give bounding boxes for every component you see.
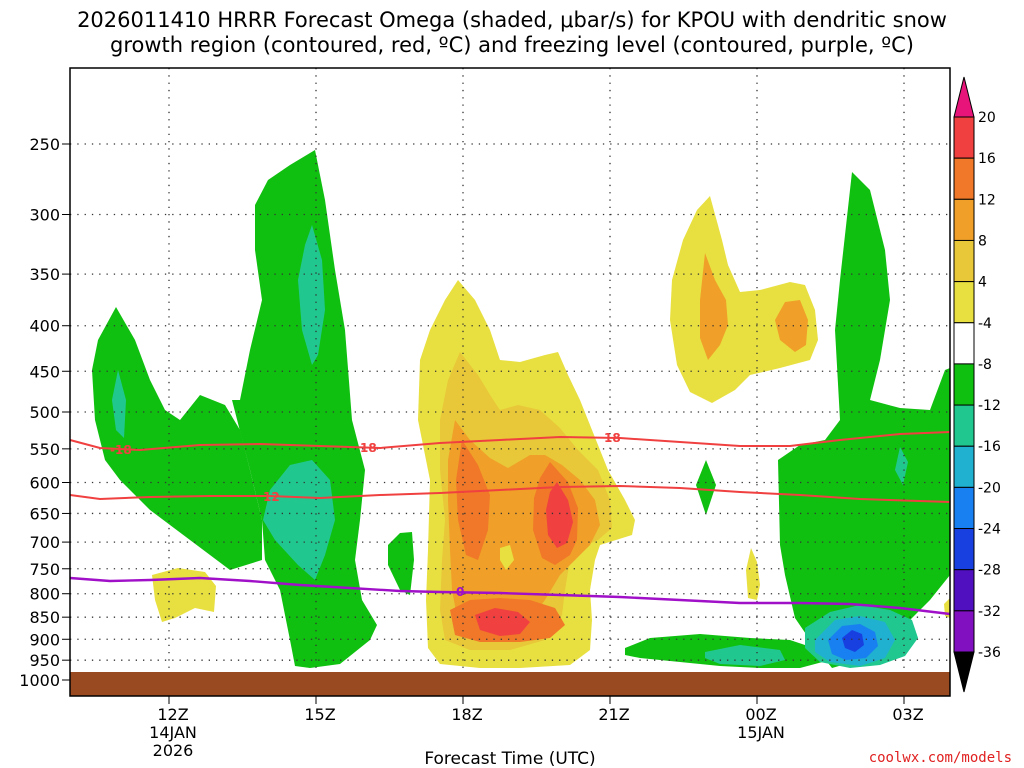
x-tick-label: 21Z xyxy=(598,705,629,724)
y-gridlines xyxy=(70,143,950,661)
x-tick-year: 2026 xyxy=(153,741,194,760)
colorbar-label: -20 xyxy=(978,480,1001,496)
y-tick-label: 350 xyxy=(29,265,60,284)
colorbar-swatch xyxy=(953,157,975,200)
x-tick-label: 18Z xyxy=(451,705,482,724)
colorbar-label: 4 xyxy=(978,275,987,291)
colorbar-swatch xyxy=(953,610,975,653)
dgz-label: -18 xyxy=(110,443,132,457)
y-tick-label: 650 xyxy=(29,504,60,523)
colorbar-swatch xyxy=(953,528,975,571)
colorbar-cap-top xyxy=(953,76,975,118)
y-tick-label: 900 xyxy=(29,630,60,649)
y-tick-label: 550 xyxy=(29,440,60,459)
colorbar-label: 20 xyxy=(978,110,996,126)
omega-red-regions xyxy=(475,482,573,636)
dgz-contour-12 xyxy=(69,484,951,503)
colorbar-label: -32 xyxy=(978,604,1001,620)
colorbar-swatch xyxy=(953,239,975,283)
colorbar-swatch xyxy=(953,486,975,530)
colorbar-cap-bottom xyxy=(953,651,975,693)
colorbar-swatch xyxy=(953,569,975,612)
green-region xyxy=(388,532,414,595)
y-tick-label: 950 xyxy=(29,651,60,670)
orange-region xyxy=(456,440,490,560)
y-tick-label: 750 xyxy=(29,560,60,579)
teal-region xyxy=(112,370,126,438)
colorbar-label: 12 xyxy=(978,192,996,208)
x-tick-date: 15JAN xyxy=(737,723,785,742)
x-tick-label: 03Z xyxy=(892,705,923,724)
colorbar: 20 16 12 8 4 -4 -8 -12 -16 -20 -24 -28 -32 -36 xyxy=(953,76,1001,693)
colorbar-label: 8 xyxy=(978,233,987,249)
freezing-level-label: 0 xyxy=(456,585,464,599)
orange-gold-region xyxy=(448,420,600,632)
colorbar-swatch xyxy=(953,198,975,241)
omega-shading xyxy=(92,150,950,668)
colorbar-swatch xyxy=(953,445,975,488)
colorbar-label: -4 xyxy=(978,316,992,332)
teal-region xyxy=(705,645,785,666)
y-tick-label: 1000 xyxy=(19,671,60,690)
colorbar-label: -8 xyxy=(978,357,992,373)
x-axis-label: Forecast Time (UTC) xyxy=(424,749,595,768)
x-tick-date: 14JAN xyxy=(149,723,197,742)
dgz-label: 18 xyxy=(360,441,377,455)
y-tick-label: 700 xyxy=(29,533,60,552)
y-tick-label: 450 xyxy=(29,362,60,381)
contour-labels: -18 18 18 12 0 xyxy=(110,431,621,599)
teal-region xyxy=(263,460,335,580)
colorbar-swatch xyxy=(953,281,975,324)
y-tick-label: 400 xyxy=(29,317,60,336)
y-tick-label: 600 xyxy=(29,473,60,492)
orange-gold-region xyxy=(775,300,808,352)
y-tick-label: 500 xyxy=(29,403,60,422)
x-tick-label: 00Z xyxy=(745,705,776,724)
x-tick-label: 15Z xyxy=(304,705,335,724)
y-axis: 250 300 350 400 450 500 550 600 650 700 750 800 850 9… xyxy=(19,135,70,690)
colorbar-label: -28 xyxy=(978,563,1001,579)
terrain-band xyxy=(70,672,950,696)
dgz-contours xyxy=(69,431,951,503)
freezing-level-contour xyxy=(69,576,951,616)
yellow-region xyxy=(152,568,216,622)
green-region xyxy=(696,460,716,515)
y-tick-label: 250 xyxy=(29,135,60,154)
y-tick-label: 300 xyxy=(29,205,60,224)
omega-darkblue-regions xyxy=(842,630,864,652)
plot-frame xyxy=(69,67,951,697)
colorbar-label: -16 xyxy=(978,439,1001,455)
yellow-region xyxy=(500,545,514,570)
teal-region xyxy=(895,447,908,485)
chart-title-line1: 2026011410 HRRR Forecast Omega (shaded, … xyxy=(77,8,947,32)
colorbar-swatch xyxy=(953,404,975,447)
colorbar-swatch xyxy=(953,363,975,406)
green-region xyxy=(92,307,262,570)
colorbar-label: 16 xyxy=(978,151,996,167)
credit-text: coolwx.com/models xyxy=(869,750,1012,766)
red-region xyxy=(546,482,573,548)
orange-gold-region xyxy=(700,253,728,360)
green-region xyxy=(778,172,950,668)
x-tick-label: 12Z xyxy=(157,705,188,724)
dgz-label: 18 xyxy=(604,431,621,445)
omega-orange-gold-regions xyxy=(448,253,808,632)
colorbar-swatch xyxy=(953,116,975,159)
y-tick-label: 850 xyxy=(29,608,60,627)
teal-region xyxy=(298,225,325,365)
chart-title-line2: growth region (contoured, red, ºC) and f… xyxy=(110,33,914,57)
dgz-contour-18 xyxy=(69,431,951,452)
colorbar-label: -24 xyxy=(978,522,1001,538)
dgz-label: 12 xyxy=(263,490,280,504)
colorbar-label: -12 xyxy=(978,398,1001,414)
darkblue-region xyxy=(842,630,864,652)
red-region xyxy=(475,608,530,636)
colorbar-swatch xyxy=(953,322,975,365)
y-tick-label: 800 xyxy=(29,585,60,604)
colorbar-label: -36 xyxy=(978,645,1001,661)
